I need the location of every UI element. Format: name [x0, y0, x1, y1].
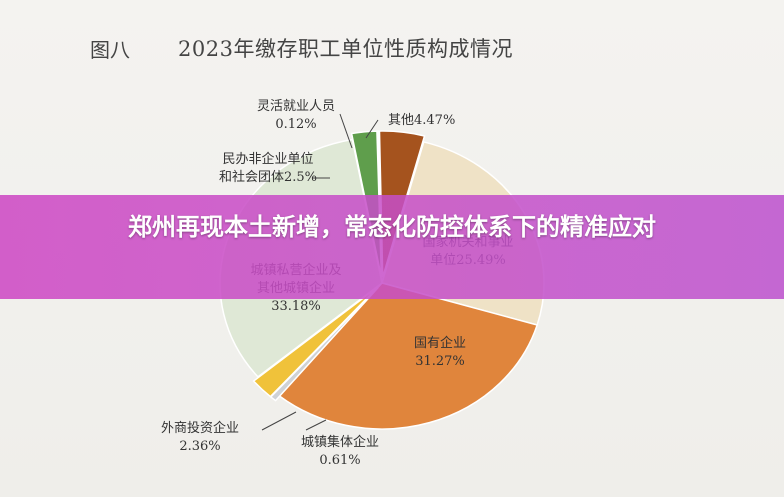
slice-label-4: 外商投资企业 2.36%	[161, 420, 239, 454]
slice-label-2: 国有企业 31.27%	[414, 335, 466, 369]
pie-leader-lines	[261, 113, 379, 431]
slice-label-line: 灵活就业人员	[257, 99, 335, 114]
slice-label-line: 城镇集体企业	[301, 434, 379, 450]
slice-label-line: 其他4.47%	[388, 113, 455, 128]
slice-label-0: 其他4.47%	[388, 113, 455, 128]
slice-label-3: 城镇集体企业 0.61%	[301, 434, 379, 468]
figure-number: 图八	[90, 38, 130, 62]
slice-label-line: 外商投资企业	[161, 420, 239, 436]
slice-label-line: 31.27%	[415, 354, 465, 369]
slice-label-line: 2.36%	[179, 439, 220, 454]
slice-label-line: 和社会团体2.5%	[219, 169, 317, 185]
headline-text: 郑州再现本土新增，常态化防控体系下的精准应对	[128, 213, 656, 241]
slice-label-line: 国有企业	[414, 335, 466, 351]
headline-banner	[0, 195, 784, 299]
leader-line-4	[261, 411, 297, 431]
pie-slice-4	[252, 286, 379, 398]
leader-line-3	[305, 419, 327, 431]
leader-line-7	[339, 113, 353, 149]
slice-label-7: 灵活就业人员 0.12%	[257, 99, 335, 132]
pie-slice-2	[278, 282, 539, 430]
slice-label-6: 民办非企业单位和社会团体2.5%	[219, 151, 317, 185]
slice-label-line: 0.61%	[319, 453, 360, 468]
slice-label-line: 0.12%	[275, 117, 316, 132]
slice-label-line: 民办非企业单位	[222, 151, 313, 167]
slice-label-line: 33.18%	[271, 299, 321, 314]
chart-title: 2023年缴存职工单位性质构成情况	[178, 37, 513, 61]
leader-line-0	[365, 119, 379, 139]
